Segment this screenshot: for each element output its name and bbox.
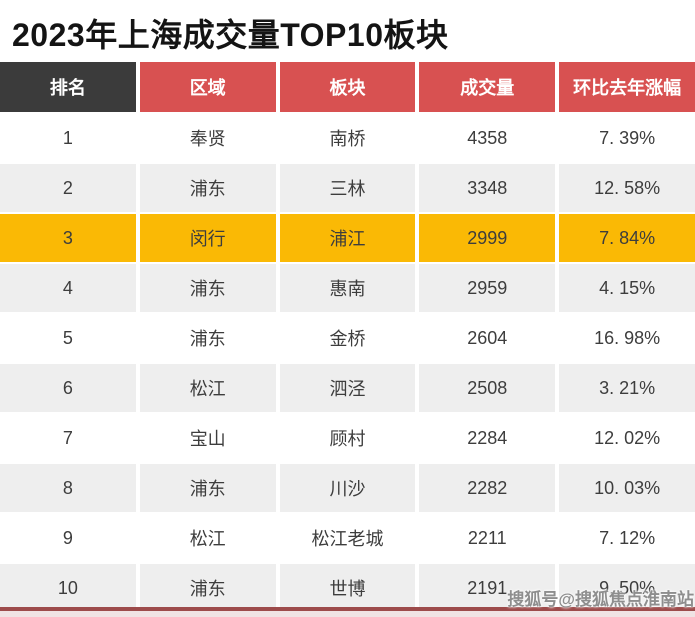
cell-volume: 4358 (419, 114, 556, 162)
cell-area: 三林 (279, 164, 416, 212)
cell-region: 松江 (139, 514, 276, 562)
cell-yoy: 3. 21% (559, 364, 695, 412)
cell-rank: 5 (0, 314, 136, 362)
cell-area: 金桥 (279, 314, 416, 362)
cell-yoy: 16. 98% (559, 314, 695, 362)
cell-rank: 1 (0, 114, 136, 162)
cell-volume: 2282 (419, 464, 556, 512)
cell-rank: 9 (0, 514, 136, 562)
cell-region: 松江 (139, 364, 276, 412)
cell-region: 浦东 (139, 464, 276, 512)
column-header-volume: 成交量 (419, 62, 556, 112)
cell-rank: 4 (0, 264, 136, 312)
cell-volume: 2959 (419, 264, 556, 312)
cell-yoy: 7. 39% (559, 114, 695, 162)
cell-volume: 2604 (419, 314, 556, 362)
cell-volume: 2191 (419, 564, 556, 612)
cell-yoy: 9. 50% (559, 564, 695, 612)
cell-area: 南桥 (279, 114, 416, 162)
cell-rank: 6 (0, 364, 136, 412)
cell-region: 奉贤 (139, 114, 276, 162)
cell-volume: 2284 (419, 414, 556, 462)
bottom-divider-line (0, 607, 695, 611)
cell-region: 浦东 (139, 264, 276, 312)
cell-volume: 2999 (419, 214, 556, 262)
cell-region: 浦东 (139, 314, 276, 362)
cell-region: 宝山 (139, 414, 276, 462)
cell-rank: 3 (0, 214, 136, 262)
cell-yoy: 12. 02% (559, 414, 695, 462)
cell-rank: 10 (0, 564, 136, 612)
cell-area: 浦江 (279, 214, 416, 262)
cell-area: 世博 (279, 564, 416, 612)
cell-area: 顾村 (279, 414, 416, 462)
cell-volume: 3348 (419, 164, 556, 212)
cell-yoy: 7. 12% (559, 514, 695, 562)
column-header-area: 板块 (279, 62, 416, 112)
cell-area: 川沙 (279, 464, 416, 512)
cell-yoy: 10. 03% (559, 464, 695, 512)
cell-region: 闵行 (139, 214, 276, 262)
page-title: 2023年上海成交量TOP10板块 (12, 17, 449, 53)
cell-area: 泗泾 (279, 364, 416, 412)
cell-area: 松江老城 (279, 514, 416, 562)
cell-yoy: 12. 58% (559, 164, 695, 212)
watermark-sohu: 搜狐号@搜狐焦点淮南站 (507, 590, 694, 609)
cell-rank: 8 (0, 464, 136, 512)
bottom-strip (0, 611, 695, 617)
cell-volume: 2508 (419, 364, 556, 412)
column-header-rank: 排名 (0, 62, 136, 112)
cell-rank: 7 (0, 414, 136, 462)
cell-area: 惠南 (279, 264, 416, 312)
column-header-region: 区域 (139, 62, 276, 112)
cell-volume: 2211 (419, 514, 556, 562)
cell-yoy: 7. 84% (559, 214, 695, 262)
cell-region: 浦东 (139, 164, 276, 212)
cell-rank: 2 (0, 164, 136, 212)
column-header-yoy: 环比去年涨幅 (559, 62, 695, 112)
cell-yoy: 4. 15% (559, 264, 695, 312)
cell-region: 浦东 (139, 564, 276, 612)
top10-table: 排名 区域 板块 成交量 环比去年涨幅 1 奉贤 南桥 4358 7. 39% … (0, 62, 695, 612)
